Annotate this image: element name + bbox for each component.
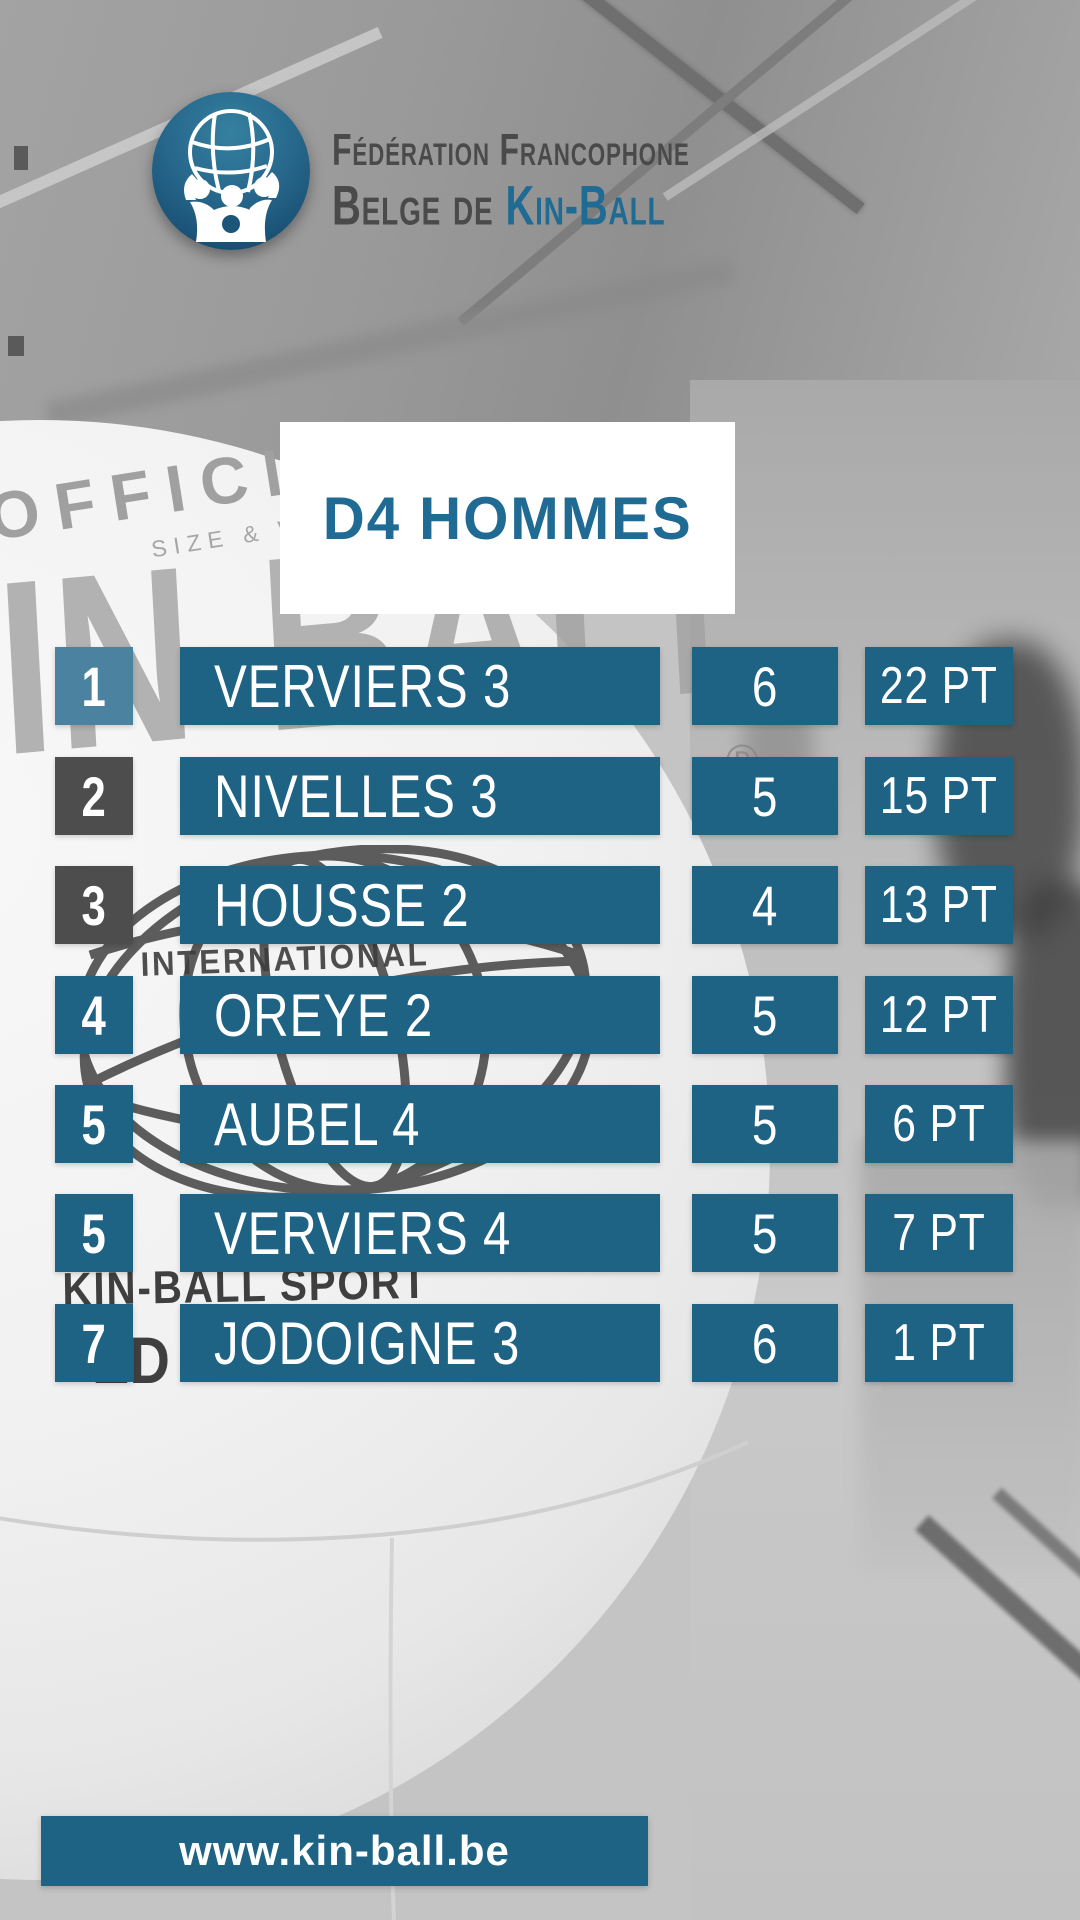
standings-row: 4 OREYE 2 5 12 PT bbox=[0, 976, 1080, 1054]
standings-row: 5 AUBEL 4 5 6 PT bbox=[0, 1085, 1080, 1163]
games-played: 5 bbox=[692, 1085, 838, 1163]
team-name: OREYE 2 bbox=[180, 976, 660, 1054]
federation-logo-icon bbox=[152, 92, 310, 250]
games-played: 6 bbox=[692, 647, 838, 725]
games-played-text: 5 bbox=[751, 764, 779, 828]
website-url: www.kin-ball.be bbox=[179, 1827, 510, 1874]
federation-name-line1: Fédération Francophone bbox=[332, 126, 690, 176]
rank-badge-text: 3 bbox=[81, 873, 107, 937]
team-name-text: NIVELLES 3 bbox=[214, 762, 499, 830]
games-played-text: 5 bbox=[751, 1201, 779, 1265]
games-played: 5 bbox=[692, 976, 838, 1054]
rank-badge-text: 5 bbox=[81, 1201, 107, 1265]
games-played-text: 4 bbox=[751, 873, 779, 937]
points-value-text: 6 PT bbox=[892, 1095, 986, 1153]
games-played: 4 bbox=[692, 866, 838, 944]
rank-badge-text: 1 bbox=[81, 654, 107, 718]
footer-bar: www.kin-ball.be bbox=[41, 1816, 648, 1886]
points-value: 15 PT bbox=[865, 757, 1013, 835]
rank-badge-text: 4 bbox=[81, 983, 107, 1047]
wall-fixture bbox=[14, 146, 28, 170]
rank-badge: 1 bbox=[55, 647, 133, 725]
games-played-text: 5 bbox=[751, 1092, 779, 1156]
rank-badge: 5 bbox=[55, 1194, 133, 1272]
division-title: D4 HOMMES bbox=[322, 484, 693, 552]
points-value: 13 PT bbox=[865, 866, 1013, 944]
points-value-text: 7 PT bbox=[892, 1204, 986, 1262]
points-value-text: 13 PT bbox=[880, 876, 998, 934]
federation-name-line2-prefix: Belge de bbox=[332, 174, 506, 237]
points-value-text: 12 PT bbox=[880, 986, 998, 1044]
standings-row: 5 VERVIERS 4 5 7 PT bbox=[0, 1194, 1080, 1272]
points-value-text: 22 PT bbox=[880, 657, 998, 715]
standings-row: 2 NIVELLES 3 5 15 PT bbox=[0, 757, 1080, 835]
team-name: VERVIERS 3 bbox=[180, 647, 660, 725]
federation-name: Fédération Francophone Belge de Kin-Ball bbox=[332, 126, 779, 237]
team-name: VERVIERS 4 bbox=[180, 1194, 660, 1272]
points-value: 12 PT bbox=[865, 976, 1013, 1054]
team-name: NIVELLES 3 bbox=[180, 757, 660, 835]
kin-ball-players-icon bbox=[184, 109, 280, 242]
team-name: JODOIGNE 3 bbox=[180, 1304, 660, 1382]
rank-badge-text: 2 bbox=[81, 764, 107, 828]
games-played-text: 5 bbox=[751, 983, 779, 1047]
rank-badge: 7 bbox=[55, 1304, 133, 1382]
standings-row: 3 HOUSSE 2 4 13 PT bbox=[0, 866, 1080, 944]
rank-badge: 2 bbox=[55, 757, 133, 835]
team-name-text: OREYE 2 bbox=[214, 981, 434, 1049]
federation-name-line2: Belge de Kin-Ball bbox=[332, 173, 690, 238]
team-name-text: HOUSSE 2 bbox=[214, 871, 470, 939]
division-title-box: D4 HOMMES bbox=[280, 422, 735, 614]
points-value: 22 PT bbox=[865, 647, 1013, 725]
federation-brand-text: Kin-Ball bbox=[505, 174, 666, 237]
games-played: 6 bbox=[692, 1304, 838, 1382]
rank-badge: 5 bbox=[55, 1085, 133, 1163]
team-name: AUBEL 4 bbox=[180, 1085, 660, 1163]
team-name-text: AUBEL 4 bbox=[214, 1090, 421, 1158]
wall-fixture bbox=[8, 336, 24, 356]
team-name: HOUSSE 2 bbox=[180, 866, 660, 944]
games-played-text: 6 bbox=[751, 1311, 779, 1375]
points-value: 7 PT bbox=[865, 1194, 1013, 1272]
games-played-text: 6 bbox=[751, 654, 779, 718]
points-value-text: 15 PT bbox=[880, 767, 998, 825]
points-value: 1 PT bbox=[865, 1304, 1013, 1382]
team-name-text: VERVIERS 3 bbox=[214, 652, 512, 720]
rank-badge-text: 5 bbox=[81, 1092, 107, 1156]
games-played: 5 bbox=[692, 1194, 838, 1272]
rank-badge-text: 7 bbox=[81, 1311, 107, 1375]
points-value: 6 PT bbox=[865, 1085, 1013, 1163]
team-name-text: VERVIERS 4 bbox=[214, 1199, 512, 1267]
standings-row: 1 VERVIERS 3 6 22 PT bbox=[0, 647, 1080, 725]
games-played: 5 bbox=[692, 757, 838, 835]
points-value-text: 1 PT bbox=[892, 1314, 986, 1372]
rank-badge: 3 bbox=[55, 866, 133, 944]
standings-row: 7 JODOIGNE 3 6 1 PT bbox=[0, 1304, 1080, 1382]
rank-badge: 4 bbox=[55, 976, 133, 1054]
team-name-text: JODOIGNE 3 bbox=[214, 1309, 521, 1377]
